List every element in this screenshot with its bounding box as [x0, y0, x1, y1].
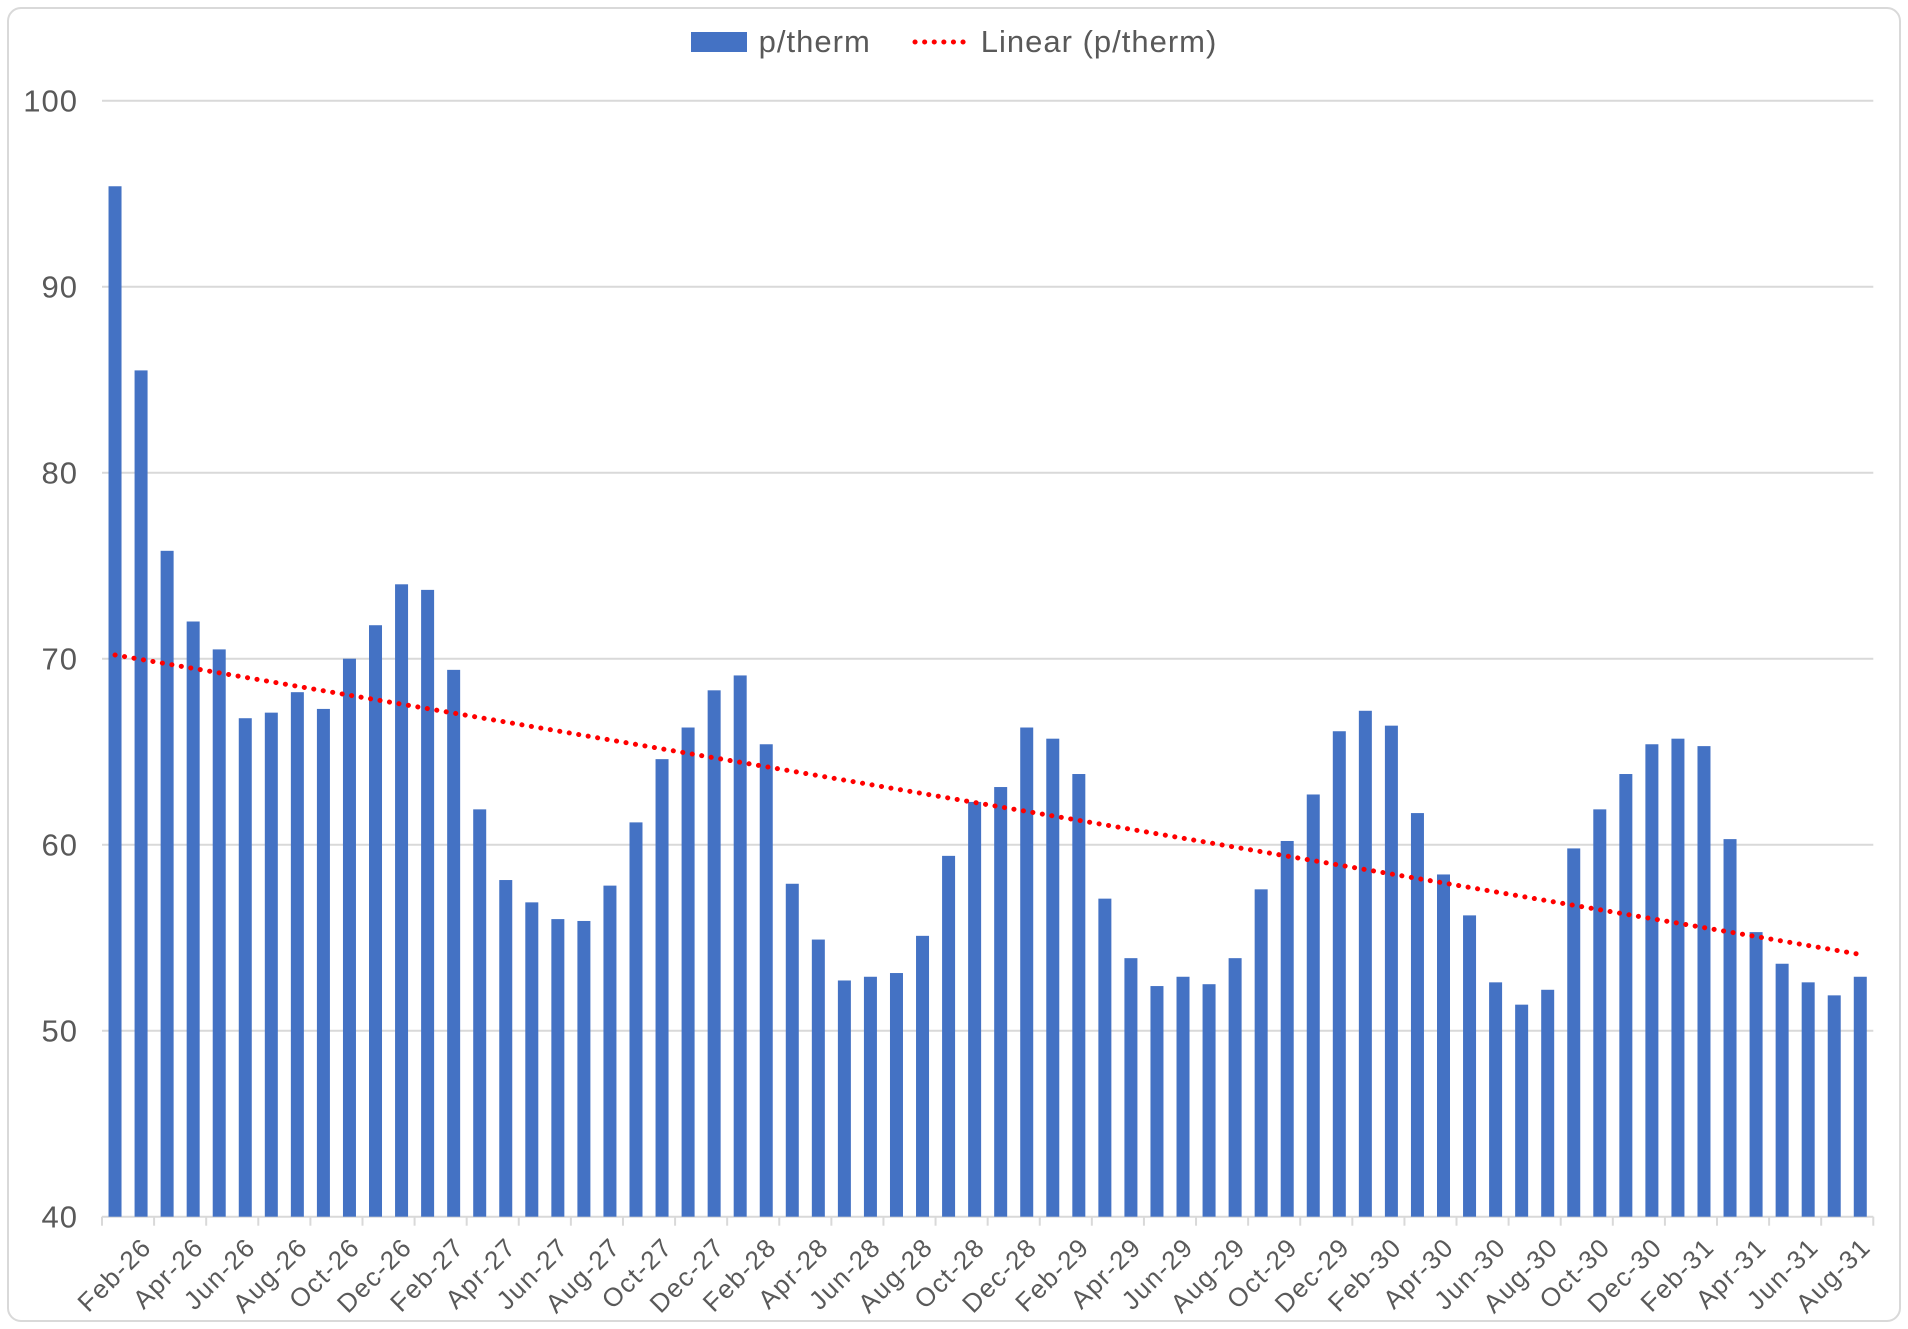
bar[interactable]	[759, 744, 773, 1217]
bar[interactable]	[1775, 963, 1789, 1217]
chart-legend: p/therm Linear (p/therm)	[0, 24, 1908, 60]
y-axis-tick-label: 60	[42, 828, 78, 863]
bar[interactable]	[499, 880, 513, 1217]
bar[interactable]	[1046, 738, 1060, 1217]
bar[interactable]	[1489, 982, 1503, 1217]
bar[interactable]	[733, 675, 747, 1217]
bar[interactable]	[681, 727, 695, 1217]
bar[interactable]	[1697, 746, 1711, 1217]
legend-item-ptherm[interactable]: p/therm	[690, 24, 871, 60]
bar[interactable]	[290, 692, 304, 1217]
bar[interactable]	[994, 787, 1008, 1217]
bar[interactable]	[785, 883, 799, 1217]
bar[interactable]	[1749, 932, 1763, 1217]
y-axis-tick-label: 90	[42, 270, 78, 305]
bar[interactable]	[1254, 889, 1268, 1217]
legend-label-linear: Linear (p/therm)	[980, 24, 1218, 59]
y-axis-tick-label: 100	[23, 84, 78, 119]
bar[interactable]	[1228, 958, 1242, 1217]
bar[interactable]	[551, 919, 565, 1217]
bar[interactable]	[1098, 898, 1112, 1217]
bar[interactable]	[1332, 731, 1346, 1217]
bar[interactable]	[863, 976, 877, 1217]
bar[interactable]	[1176, 976, 1190, 1217]
bar[interactable]	[603, 885, 617, 1217]
bar[interactable]	[316, 708, 330, 1217]
bar[interactable]	[1567, 848, 1581, 1217]
bar[interactable]	[1384, 725, 1398, 1217]
bar[interactable]	[186, 621, 200, 1217]
legend-item-linear[interactable]: Linear (p/therm)	[911, 24, 1218, 60]
bar[interactable]	[889, 973, 903, 1217]
y-axis-tick-label: 80	[42, 456, 78, 491]
bar[interactable]	[1280, 840, 1294, 1217]
bar[interactable]	[1723, 839, 1737, 1217]
bar[interactable]	[160, 550, 174, 1217]
bar[interactable]	[369, 625, 383, 1217]
bar[interactable]	[1150, 986, 1164, 1217]
bar[interactable]	[1306, 794, 1320, 1217]
bar[interactable]	[968, 801, 982, 1217]
bar[interactable]	[837, 980, 851, 1217]
bar[interactable]	[473, 809, 487, 1217]
bar[interactable]	[707, 690, 721, 1217]
bar[interactable]	[1124, 958, 1138, 1217]
bar[interactable]	[811, 939, 825, 1217]
bar[interactable]	[655, 759, 669, 1217]
bar[interactable]	[395, 584, 409, 1217]
bar[interactable]	[1853, 976, 1867, 1217]
trendline[interactable]	[112, 652, 1863, 957]
bar[interactable]	[342, 658, 356, 1217]
bar[interactable]	[1827, 995, 1841, 1217]
bar[interactable]	[421, 589, 435, 1217]
bar[interactable]	[108, 186, 122, 1217]
y-axis-tick-label: 70	[42, 642, 78, 677]
bar[interactable]	[1072, 774, 1086, 1217]
bar[interactable]	[1436, 874, 1450, 1217]
bar[interactable]	[916, 935, 930, 1217]
bar[interactable]	[1020, 727, 1034, 1217]
legend-swatch-bar	[690, 32, 747, 52]
bar[interactable]	[1619, 774, 1633, 1217]
legend-label-ptherm: p/therm	[758, 24, 871, 59]
y-axis-tick-label: 40	[42, 1200, 78, 1235]
bar[interactable]	[942, 855, 956, 1217]
bar[interactable]	[629, 822, 643, 1217]
bar[interactable]	[1541, 989, 1555, 1217]
bar[interactable]	[1358, 710, 1372, 1217]
bar[interactable]	[1463, 915, 1477, 1217]
bar[interactable]	[1202, 984, 1216, 1217]
bar[interactable]	[525, 902, 539, 1217]
bar[interactable]	[238, 718, 252, 1217]
bar[interactable]	[264, 712, 278, 1217]
bar[interactable]	[447, 669, 461, 1217]
bar[interactable]	[577, 920, 591, 1217]
bar[interactable]	[1410, 813, 1424, 1217]
bar[interactable]	[1645, 744, 1659, 1217]
legend-swatch-dotted-line	[912, 39, 968, 45]
bar[interactable]	[1671, 738, 1685, 1217]
bar[interactable]	[134, 370, 148, 1217]
bar[interactable]	[1593, 809, 1607, 1217]
bar[interactable]	[1801, 982, 1815, 1217]
bar[interactable]	[212, 649, 226, 1217]
bar[interactable]	[1515, 1004, 1529, 1217]
y-axis-tick-label: 50	[42, 1014, 78, 1049]
